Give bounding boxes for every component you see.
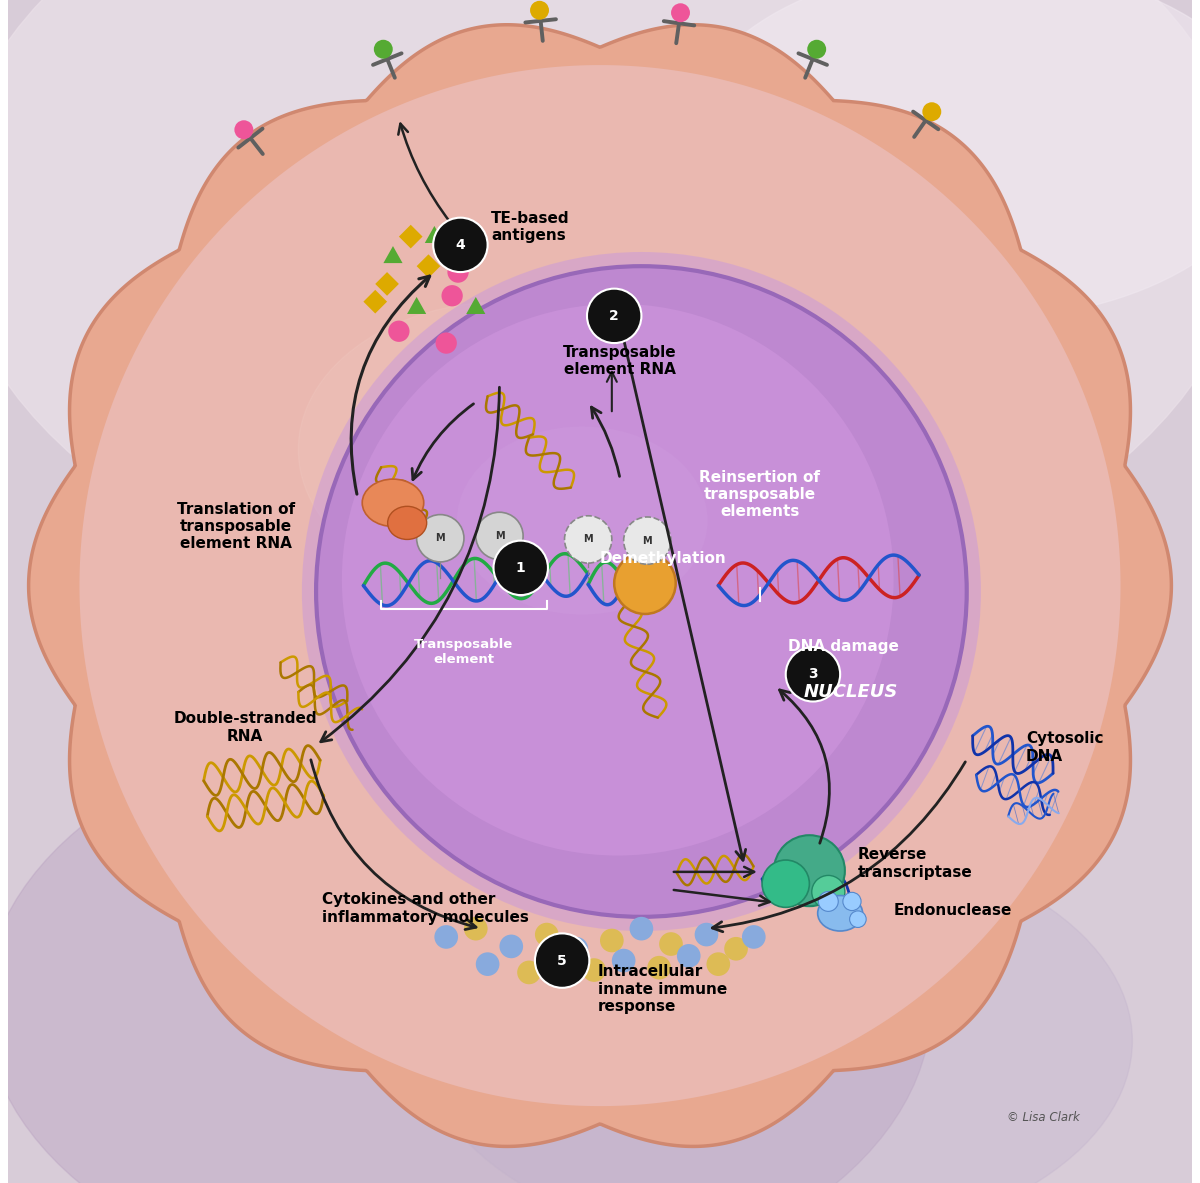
Circle shape: [442, 285, 463, 306]
Ellipse shape: [457, 427, 708, 615]
Circle shape: [434, 925, 458, 949]
Circle shape: [725, 937, 748, 961]
Polygon shape: [398, 225, 422, 248]
Circle shape: [517, 961, 541, 984]
Ellipse shape: [388, 506, 427, 539]
Polygon shape: [407, 297, 426, 313]
Text: NUCLEUS: NUCLEUS: [804, 683, 898, 702]
Polygon shape: [425, 226, 444, 243]
Text: 2: 2: [610, 309, 619, 323]
Circle shape: [535, 923, 558, 946]
Circle shape: [671, 4, 690, 22]
Circle shape: [234, 121, 253, 140]
Ellipse shape: [683, 0, 1200, 319]
Circle shape: [342, 304, 894, 855]
Circle shape: [535, 933, 589, 988]
Circle shape: [499, 935, 523, 958]
Polygon shape: [383, 246, 402, 263]
Circle shape: [600, 929, 624, 952]
Text: Reinsertion of
transposable
elements: Reinsertion of transposable elements: [700, 470, 821, 519]
Circle shape: [302, 252, 980, 931]
Polygon shape: [29, 25, 1171, 1146]
Ellipse shape: [422, 834, 1133, 1183]
Text: © Lisa Clark: © Lisa Clark: [1007, 1112, 1080, 1124]
Text: Transposable
element RNA: Transposable element RNA: [563, 344, 677, 377]
Text: Cytosolic
DNA: Cytosolic DNA: [1026, 731, 1103, 764]
Circle shape: [316, 266, 967, 917]
Circle shape: [587, 289, 642, 343]
Circle shape: [695, 923, 719, 946]
Ellipse shape: [817, 896, 863, 931]
Text: Intracellular
innate immune
response: Intracellular innate immune response: [598, 964, 727, 1014]
Circle shape: [612, 949, 636, 972]
Circle shape: [923, 102, 941, 121]
Circle shape: [389, 321, 409, 342]
Circle shape: [475, 512, 523, 560]
Text: 4: 4: [456, 238, 466, 252]
Polygon shape: [467, 297, 485, 313]
Ellipse shape: [299, 302, 713, 597]
Text: M: M: [583, 535, 593, 544]
Text: DNA damage: DNA damage: [788, 639, 899, 654]
Text: Translation of
transposable
element RNA: Translation of transposable element RNA: [176, 502, 295, 551]
Circle shape: [564, 516, 612, 563]
Circle shape: [416, 515, 464, 562]
Polygon shape: [79, 65, 1121, 1106]
Ellipse shape: [362, 479, 424, 526]
Text: Transposable
element: Transposable element: [414, 638, 514, 666]
Circle shape: [659, 932, 683, 956]
Polygon shape: [376, 272, 398, 296]
Text: 3: 3: [808, 667, 817, 681]
Circle shape: [448, 261, 469, 283]
Text: M: M: [642, 536, 652, 545]
Circle shape: [564, 937, 588, 961]
Circle shape: [475, 952, 499, 976]
Text: 1: 1: [516, 561, 526, 575]
Circle shape: [624, 517, 671, 564]
Circle shape: [762, 860, 809, 907]
Polygon shape: [416, 254, 440, 278]
Circle shape: [808, 40, 826, 59]
Circle shape: [464, 917, 487, 940]
Circle shape: [842, 892, 862, 911]
Circle shape: [582, 958, 606, 982]
Polygon shape: [364, 290, 388, 313]
Text: 5: 5: [557, 953, 568, 968]
Circle shape: [786, 647, 840, 702]
Circle shape: [647, 956, 671, 980]
Circle shape: [433, 218, 487, 272]
Circle shape: [707, 952, 730, 976]
Circle shape: [677, 944, 701, 968]
Ellipse shape: [0, 710, 931, 1183]
Text: Reverse
transcriptase: Reverse transcriptase: [858, 847, 973, 880]
Text: M: M: [436, 534, 445, 543]
Text: TE-based
antigens: TE-based antigens: [491, 211, 570, 244]
Circle shape: [614, 552, 676, 614]
Text: Endonuclease: Endonuclease: [893, 904, 1012, 918]
Circle shape: [493, 541, 548, 595]
Text: M: M: [494, 531, 504, 541]
Circle shape: [630, 917, 653, 940]
Circle shape: [774, 835, 845, 906]
Circle shape: [436, 332, 457, 354]
Text: Cytokines and other
inflammatory molecules: Cytokines and other inflammatory molecul…: [322, 892, 529, 925]
Circle shape: [850, 911, 866, 927]
Circle shape: [742, 925, 766, 949]
Circle shape: [547, 949, 570, 972]
Circle shape: [818, 892, 839, 911]
Circle shape: [530, 1, 548, 20]
Text: Double-stranded
RNA: Double-stranded RNA: [173, 711, 317, 744]
Circle shape: [374, 40, 392, 59]
Circle shape: [811, 875, 845, 909]
Text: Demethylation: Demethylation: [600, 551, 727, 565]
Ellipse shape: [0, 0, 1200, 627]
